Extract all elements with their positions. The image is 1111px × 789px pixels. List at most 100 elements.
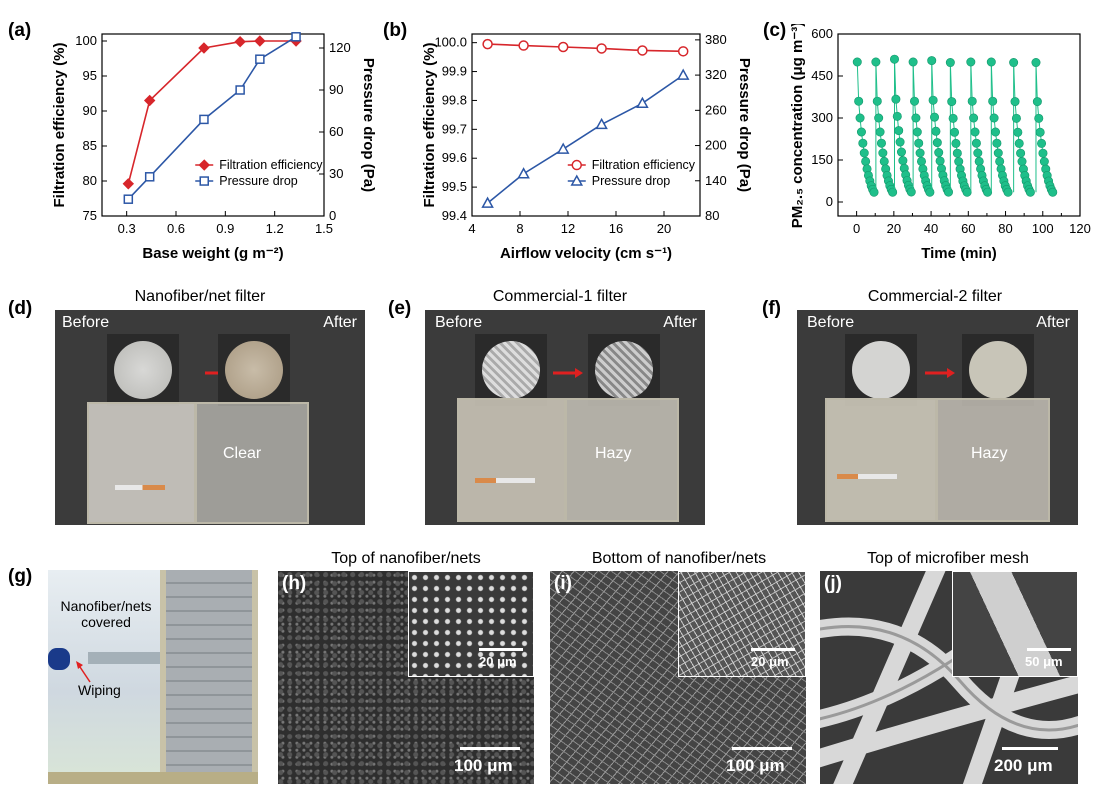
cigarette-icon xyxy=(115,485,165,490)
data-point xyxy=(1048,187,1058,197)
y-tick-label-right: 30 xyxy=(329,166,343,181)
data-point xyxy=(1013,127,1023,137)
data-point xyxy=(596,43,607,54)
data-point xyxy=(945,58,955,68)
scalebar-main xyxy=(1002,747,1058,750)
data-point xyxy=(1038,148,1048,158)
x-tick-label: 120 xyxy=(1069,221,1091,236)
y-tick-label-right: 120 xyxy=(329,40,351,55)
sem-h-inset: 20 μm xyxy=(408,571,534,677)
sem-h: (h) 20 μm 100 μm xyxy=(278,571,534,784)
scalebar-main xyxy=(460,747,520,750)
data-point xyxy=(898,156,908,166)
y-tick-label-right: 320 xyxy=(705,67,727,82)
data-point xyxy=(595,117,608,130)
y-tick-label-right: 90 xyxy=(329,82,343,97)
data-point xyxy=(916,156,926,166)
wiping-label: Wiping xyxy=(78,682,121,698)
glove-icon xyxy=(48,648,70,670)
data-point xyxy=(950,127,960,137)
y-tick-label-left: 100.0 xyxy=(434,35,467,50)
scalebar-inset xyxy=(751,648,795,651)
x-axis-label: Airflow velocity (cm s⁻¹) xyxy=(500,245,672,262)
panel-label-h: (h) xyxy=(282,573,307,594)
cigarette-icon xyxy=(837,474,897,479)
panel-label-a: (a) xyxy=(8,20,32,41)
chamber-right xyxy=(936,398,1050,522)
data-point xyxy=(198,42,210,54)
y-tick-label: 0 xyxy=(826,194,833,209)
y-tick-label: 150 xyxy=(811,152,833,167)
data-point xyxy=(892,111,902,121)
scale-main-text: 200 μm xyxy=(994,756,1053,775)
result-text: Hazy xyxy=(595,445,632,462)
x-axis-label: Time (min) xyxy=(921,245,997,262)
data-point xyxy=(969,113,979,123)
data-point xyxy=(889,54,899,64)
result-text: Clear xyxy=(223,445,262,462)
arrow-icon xyxy=(925,368,955,378)
panel-title-h: Top of nanofiber/nets xyxy=(331,550,481,567)
chart-c: 0 20 40 60 80 100 120 0 150 300 450 600 Time (min) PM… xyxy=(790,24,1091,262)
y-tick-label-right: 0 xyxy=(329,208,336,223)
panel-label-f: (f) xyxy=(762,298,781,319)
sem-i-inset: 20 μm xyxy=(678,571,806,677)
x-tick-label: 20 xyxy=(887,221,901,236)
chart-b: 4 8 12 16 20 99.4 99.5 99.6 99.7 99.8 99.9 100.0 80 1… xyxy=(421,32,753,262)
data-point xyxy=(1039,157,1049,167)
photo-d: Before After Clear xyxy=(55,310,365,525)
x-tick-label: 1.2 xyxy=(266,221,284,236)
data-point xyxy=(518,40,529,51)
y-tick-label-right: 260 xyxy=(705,102,727,117)
data-point xyxy=(235,85,245,95)
data-point xyxy=(1035,127,1045,137)
x-tick-label: 0 xyxy=(853,221,860,236)
x-tick-label: 0.3 xyxy=(118,221,136,236)
data-point xyxy=(962,187,972,197)
x-tick-label: 0.6 xyxy=(167,221,185,236)
y-tick-label-right: 60 xyxy=(329,124,343,139)
panel-title-f: Commercial-2 filter xyxy=(867,288,1003,305)
chamber-left xyxy=(825,398,937,522)
y-tick-label-left: 80 xyxy=(83,173,97,188)
chamber-left xyxy=(457,398,566,522)
data-point xyxy=(859,148,869,158)
legend-marker xyxy=(571,159,583,171)
y-tick-label: 600 xyxy=(811,26,833,41)
panel-label-j: (j) xyxy=(824,573,842,594)
window-left xyxy=(48,570,160,772)
plot-frame xyxy=(471,33,701,217)
data-point xyxy=(858,138,868,148)
data-point xyxy=(1016,148,1026,158)
data-point xyxy=(481,196,494,208)
scalebar-inset xyxy=(479,648,523,651)
data-point xyxy=(234,35,246,48)
label-before: Before xyxy=(435,314,483,331)
data-point xyxy=(1010,97,1020,107)
y-tick-label-right: 200 xyxy=(705,138,727,153)
panel-title-d: Nanofiber/net filter xyxy=(134,288,266,305)
panel-title-i: Bottom of nanofiber/nets xyxy=(591,550,767,567)
series-line xyxy=(487,74,684,204)
data-point xyxy=(988,96,998,106)
data-point xyxy=(1017,157,1027,167)
scale-inset-text: 20 μm xyxy=(751,654,789,669)
data-point xyxy=(291,32,301,42)
legend-label: Filtration efficiency xyxy=(219,158,323,172)
series-line xyxy=(127,40,297,184)
data-point xyxy=(875,127,885,137)
data-point xyxy=(888,187,898,197)
panel-label-i: (i) xyxy=(554,573,572,594)
filter-after-disk xyxy=(595,341,653,399)
data-point xyxy=(989,113,999,123)
data-point xyxy=(557,41,569,53)
cigarette-icon xyxy=(475,478,535,483)
filter-after-disk xyxy=(969,341,1027,399)
data-point xyxy=(199,114,209,125)
y-tick-label-left: 99.8 xyxy=(442,92,467,107)
data-point xyxy=(986,57,996,67)
y-axis-label-left: Filtration efficiency (%) xyxy=(421,42,438,207)
data-point xyxy=(1009,58,1019,68)
photo-g: Nanofiber/nets covered Wiping xyxy=(48,570,258,784)
data-point xyxy=(954,157,964,167)
